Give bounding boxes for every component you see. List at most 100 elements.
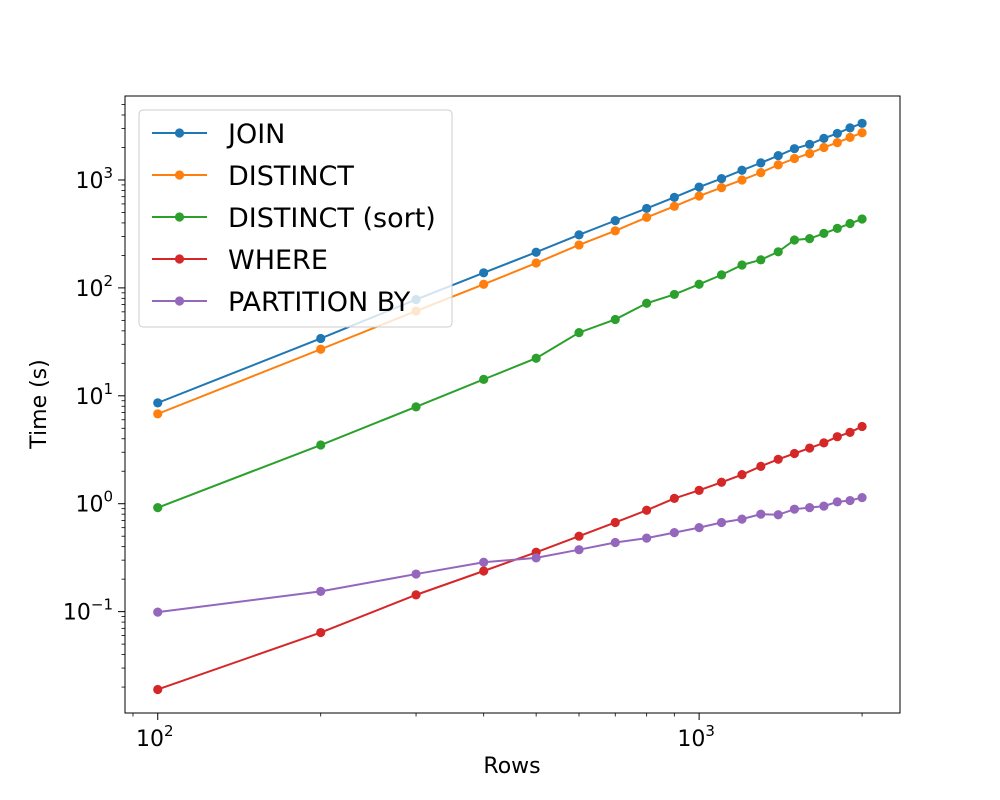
data-point — [773, 151, 783, 161]
y-tick-label: 100 — [75, 488, 113, 518]
data-point — [642, 203, 652, 214]
data-point — [642, 298, 652, 308]
y-tick-label: 10−1 — [63, 596, 113, 626]
data-point — [316, 344, 326, 354]
data-point — [756, 461, 766, 471]
data-point — [716, 477, 727, 487]
series-where — [153, 421, 867, 695]
data-point — [642, 212, 652, 222]
series-distinct — [153, 128, 867, 419]
series-distinct-sort — [153, 214, 867, 513]
data-point — [610, 537, 620, 548]
series-partition-by — [153, 492, 867, 617]
legend-label: WHERE — [228, 245, 328, 276]
data-point — [789, 235, 800, 245]
data-point — [756, 255, 766, 265]
data-point — [857, 128, 867, 138]
legend-marker — [174, 254, 185, 264]
minor-ticks — [121, 104, 863, 717]
data-point — [716, 517, 727, 528]
legend: JOIN DISTINCT DISTINCT (sort) WHERE PARTITIO… — [138, 109, 453, 328]
data-point — [694, 485, 704, 495]
data-point — [610, 517, 620, 528]
data-point — [669, 289, 679, 300]
data-point — [610, 226, 620, 236]
data-point — [737, 165, 747, 175]
data-point — [574, 328, 584, 338]
data-point — [737, 175, 747, 185]
data-point — [832, 497, 842, 507]
data-point — [716, 270, 727, 280]
data-point — [153, 398, 163, 408]
data-point — [316, 586, 326, 596]
data-point — [773, 160, 783, 170]
y-tick-label: 101 — [75, 380, 113, 410]
data-point — [819, 438, 829, 448]
series-join — [153, 118, 867, 408]
data-point — [845, 132, 855, 143]
data-point — [805, 443, 815, 453]
data-point — [756, 158, 766, 168]
data-point — [153, 684, 163, 695]
data-point — [479, 268, 489, 278]
data-point — [737, 470, 747, 480]
data-point — [805, 139, 815, 149]
legend-marker — [174, 296, 185, 306]
data-point — [857, 214, 867, 224]
data-point — [694, 279, 704, 289]
data-point — [316, 440, 326, 450]
data-point — [669, 493, 679, 504]
data-point — [574, 230, 584, 240]
data-point — [773, 510, 783, 520]
data-point — [845, 218, 855, 229]
data-point — [819, 142, 829, 153]
plot-area-frame — [124, 95, 901, 714]
data-point — [669, 201, 679, 211]
data-point — [832, 128, 842, 139]
data-point — [773, 247, 783, 257]
data-point — [531, 258, 541, 268]
data-point — [642, 505, 652, 515]
data-point — [819, 133, 829, 143]
data-point — [694, 191, 704, 201]
data-point — [669, 192, 679, 202]
data-point — [832, 137, 842, 148]
legend-label: JOIN — [226, 119, 285, 150]
data-point — [531, 247, 541, 257]
x-axis-label: Rows — [483, 754, 540, 779]
data-point — [574, 545, 584, 555]
data-point — [531, 353, 541, 363]
y-tick-label: 102 — [75, 272, 113, 302]
data-point — [857, 492, 867, 503]
data-point — [574, 240, 584, 250]
data-point — [479, 557, 489, 567]
legend-label: DISTINCT (sort) — [228, 203, 436, 234]
data-point — [694, 523, 704, 533]
data-point — [789, 144, 800, 154]
data-point — [411, 590, 421, 600]
data-point — [153, 607, 163, 617]
data-point — [642, 533, 652, 543]
data-point — [819, 228, 829, 238]
data-point — [789, 448, 800, 459]
data-point — [805, 148, 815, 159]
data-point — [153, 503, 163, 513]
data-point — [832, 223, 842, 233]
data-point — [737, 260, 747, 270]
data-point — [789, 504, 800, 514]
data-point — [610, 216, 620, 226]
data-point — [316, 627, 326, 638]
data-point — [805, 503, 815, 513]
data-point — [857, 421, 867, 432]
data-point — [789, 153, 800, 164]
data-point — [694, 182, 704, 192]
data-point — [845, 495, 855, 506]
legend-label: PARTITION BY — [228, 287, 411, 318]
data-point — [574, 531, 584, 541]
data-point — [411, 402, 421, 412]
data-point — [845, 427, 855, 438]
data-point — [479, 279, 489, 289]
data-point — [531, 553, 541, 563]
legend-marker — [174, 170, 185, 180]
